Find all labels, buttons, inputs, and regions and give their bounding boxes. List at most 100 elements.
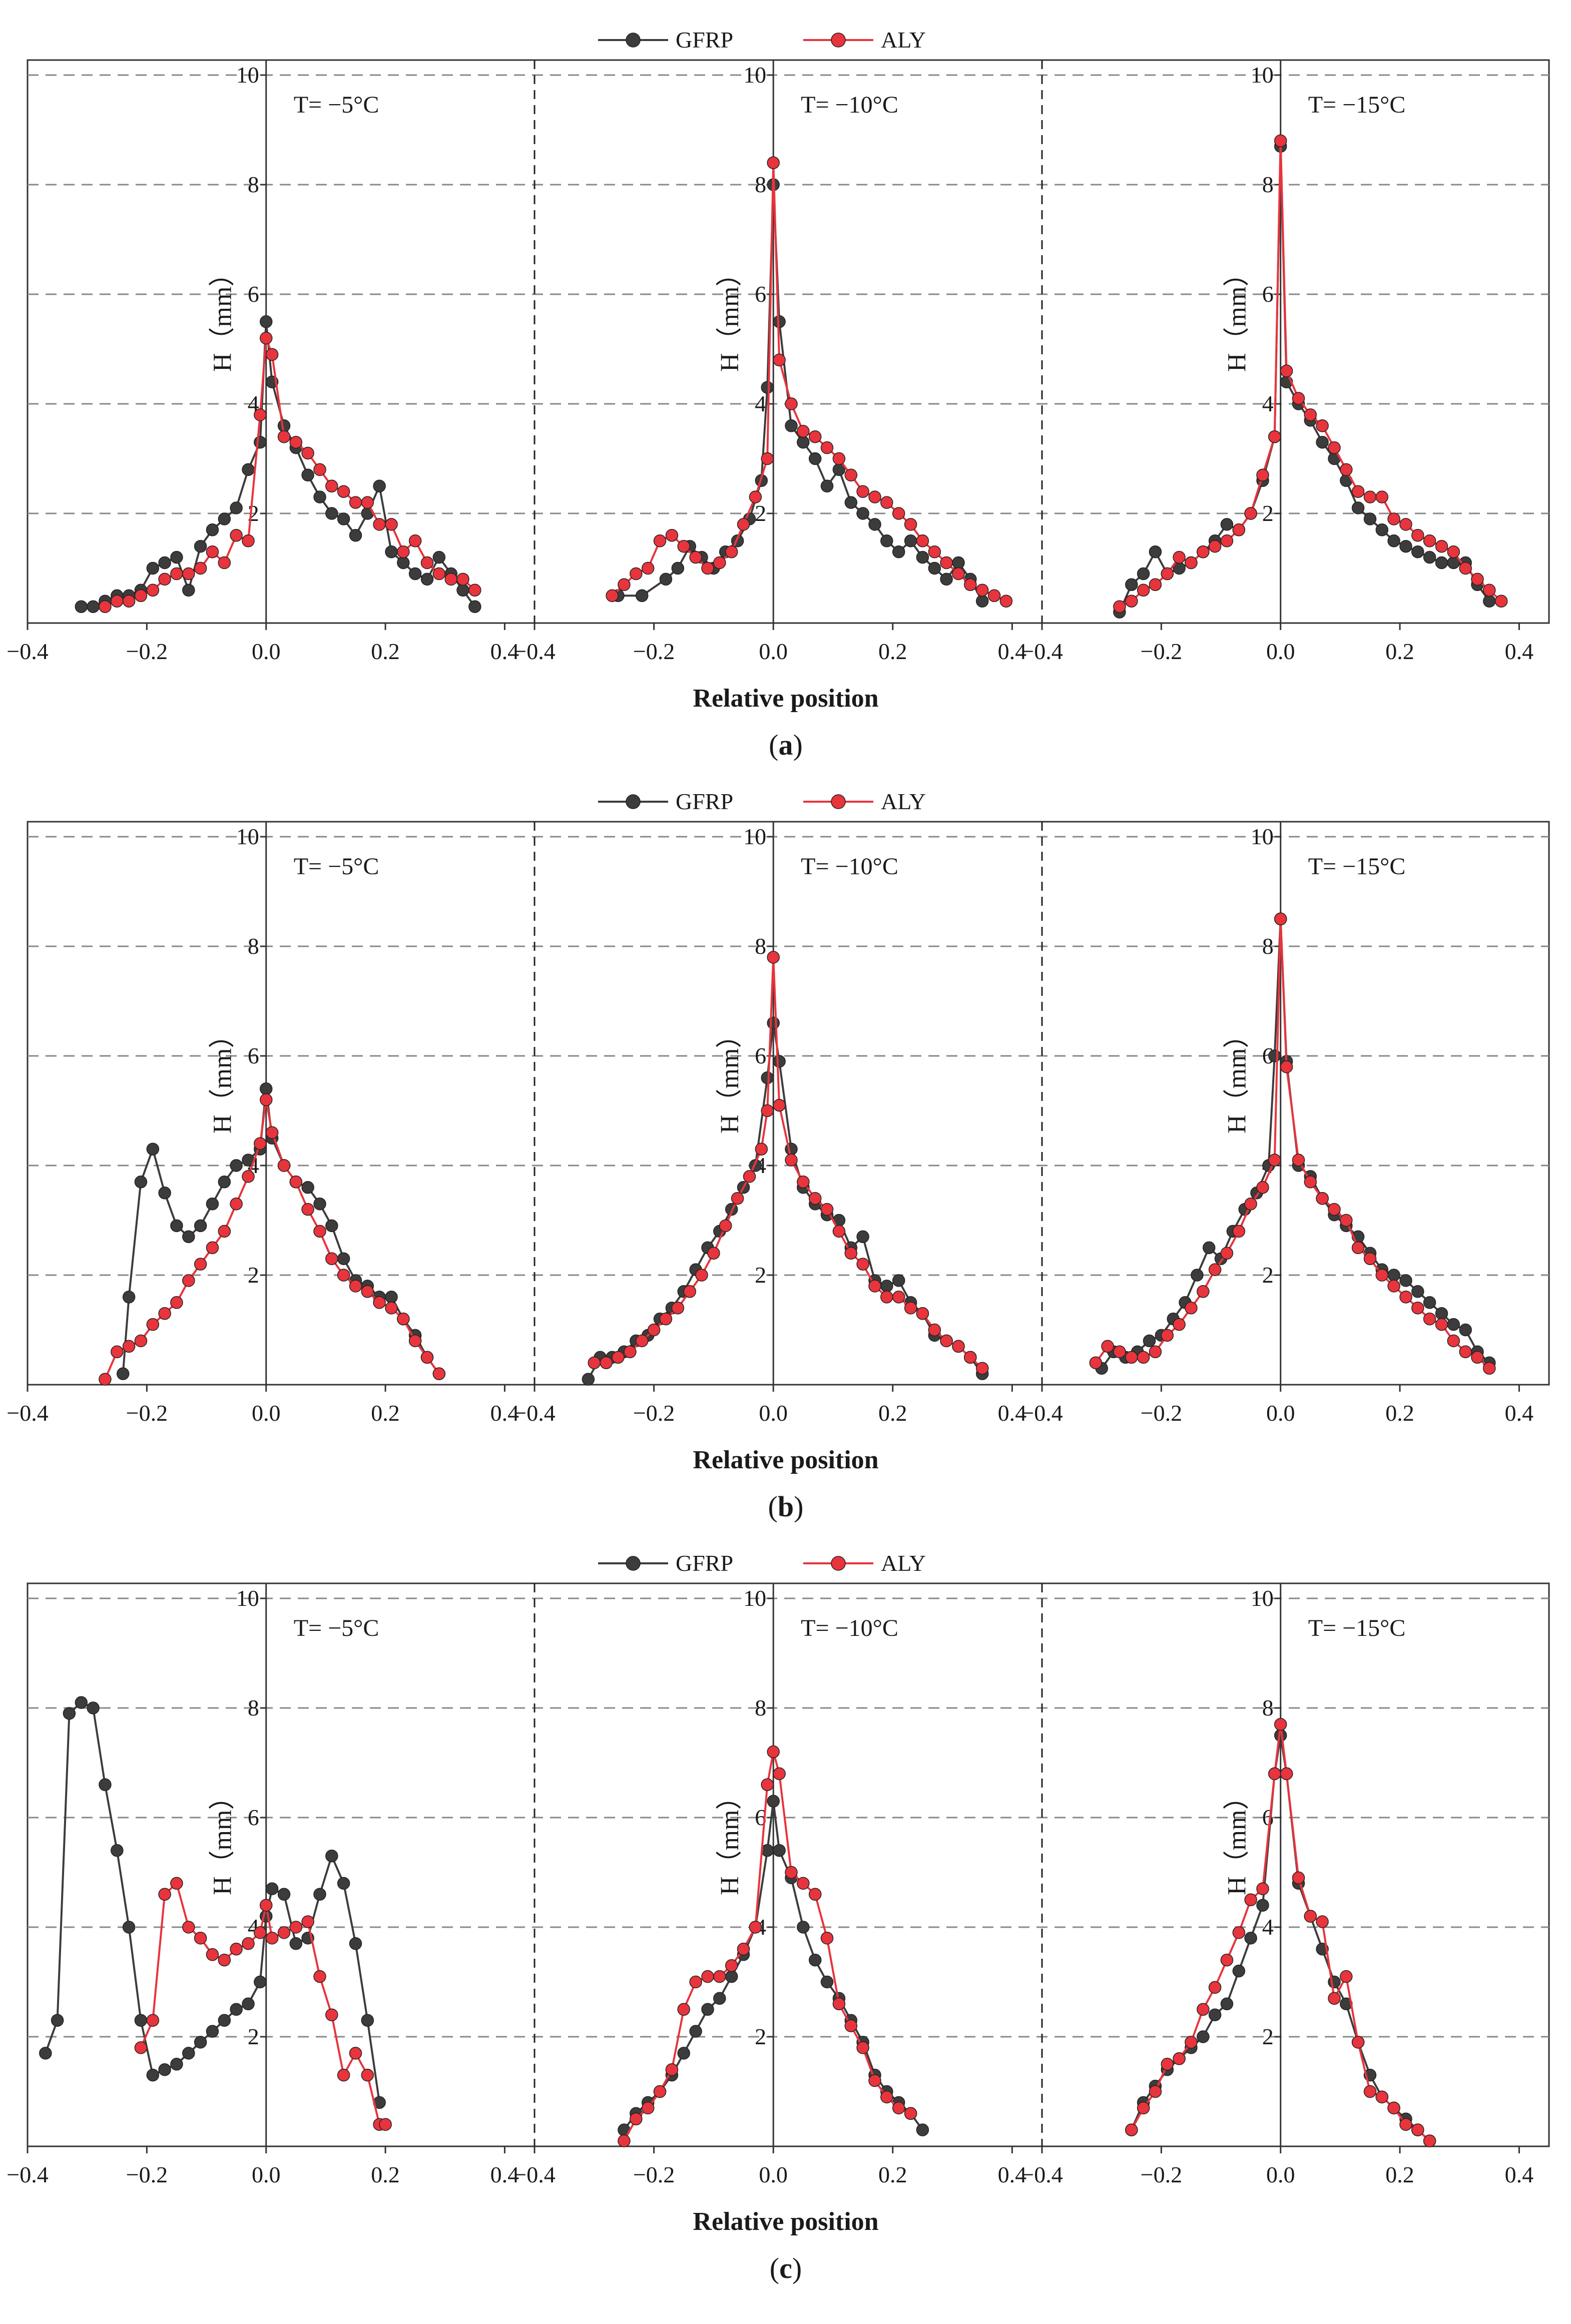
data-point-aly [1387,512,1400,525]
y-tick-label: 6 [755,1043,766,1068]
x-tick-label: −0.4 [1021,1400,1063,1426]
data-point-gfrp [904,534,917,547]
data-point-aly [158,1307,171,1320]
series-line-gfrp [44,1701,381,2103]
data-point-gfrp [468,600,481,613]
data-point-aly [194,1932,207,1945]
data-point-aly [1274,912,1287,926]
data-point-aly [832,1225,846,1238]
data-point-aly [313,463,326,476]
data-point-gfrp [952,556,965,569]
data-point-aly [397,545,410,558]
data-point-aly [892,2101,905,2115]
data-point-aly [1232,523,1246,536]
data-point-gfrp [868,518,881,531]
data-point-aly [1483,1362,1496,1375]
x-tick-label: 0.4 [998,2162,1027,2187]
y-tick-label: 4 [1262,1914,1274,1940]
data-point-aly [630,567,643,580]
y-tick-label: 8 [1262,172,1274,197]
x-tick-label: 0.2 [1385,1400,1414,1426]
data-point-gfrp [158,556,171,569]
y-tick-label: 10 [236,1585,259,1611]
data-point-aly [111,1345,124,1359]
data-point-gfrp [122,1291,136,1304]
legend-label-gfrp: GFRP [676,1550,733,1576]
data-point-aly [373,1296,386,1309]
x-tick-label: 0.4 [998,1400,1027,1426]
data-point-aly [218,556,231,569]
data-point-gfrp [880,534,893,547]
data-point-aly [1161,1329,1174,1342]
temperature-label: T= −10°C [801,853,898,880]
data-point-aly [337,1269,350,1282]
data-point-aly [1208,1263,1222,1276]
data-point-aly [1328,441,1341,454]
data-point-aly [182,1274,195,1287]
data-point-gfrp [582,1373,595,1386]
data-point-aly [952,567,965,580]
data-point-aly [146,584,160,597]
temperature-label: T= −15°C [1308,92,1406,118]
data-point-aly [773,1098,786,1112]
data-point-aly [254,408,267,421]
data-point-aly [975,1362,989,1375]
data-point-aly [880,496,893,509]
data-point-gfrp [1363,512,1377,525]
data-point-gfrp [230,501,243,514]
data-point-aly [1387,1280,1400,1293]
series-line-aly [140,1882,386,2126]
data-point-gfrp [158,2063,171,2076]
data-point-aly [1268,430,1281,443]
data-point-gfrp [75,600,88,613]
data-point-aly [182,567,195,580]
data-point-aly [725,545,738,558]
data-point-aly [618,2134,631,2147]
data-point-gfrp [1125,578,1138,592]
data-point-gfrp [397,556,410,569]
data-point-aly [230,1943,243,1956]
data-point-gfrp [63,1707,76,1720]
data-point-aly [1351,2036,1365,2049]
data-point-aly [725,1959,738,1972]
data-point-aly [259,1093,273,1106]
data-point-aly [1292,392,1305,405]
data-point-gfrp [1220,1997,1234,2011]
data-point-aly [600,1356,613,1369]
data-point-aly [1363,490,1377,503]
x-tick-label: 0.4 [998,639,1027,664]
data-point-aly [301,446,314,460]
data-point-gfrp [940,572,953,586]
data-point-gfrp [230,2003,243,2016]
data-point-gfrp [1399,539,1412,553]
data-point-aly [1208,1981,1222,1994]
data-point-aly [1411,529,1424,542]
data-point-aly [1351,1241,1365,1255]
data-point-gfrp [725,1970,738,1983]
y-tick-label: 6 [1262,281,1274,307]
data-point-gfrp [1202,1241,1216,1255]
data-point-gfrp [230,1159,243,1172]
x-axis-label: Relative position [693,684,878,713]
x-tick-label: 0.2 [1385,2162,1414,2187]
data-point-aly [797,1877,810,1890]
legend-label-gfrp: GFRP [676,789,733,814]
data-point-gfrp [916,550,929,564]
data-point-aly [1197,545,1210,558]
data-point-aly [99,600,112,613]
x-tick-label: −0.4 [1021,639,1063,664]
data-point-gfrp [880,1280,893,1293]
data-point-aly [1244,1893,1257,1907]
data-point-gfrp [51,2014,64,2027]
data-point-aly [1447,1334,1460,1348]
series-line-aly [1119,140,1502,608]
data-point-aly [1459,561,1472,575]
data-point-aly [206,545,219,558]
data-point-gfrp [1375,523,1389,536]
data-point-gfrp [301,468,314,482]
x-tick-label: 0.0 [1266,2162,1295,2187]
